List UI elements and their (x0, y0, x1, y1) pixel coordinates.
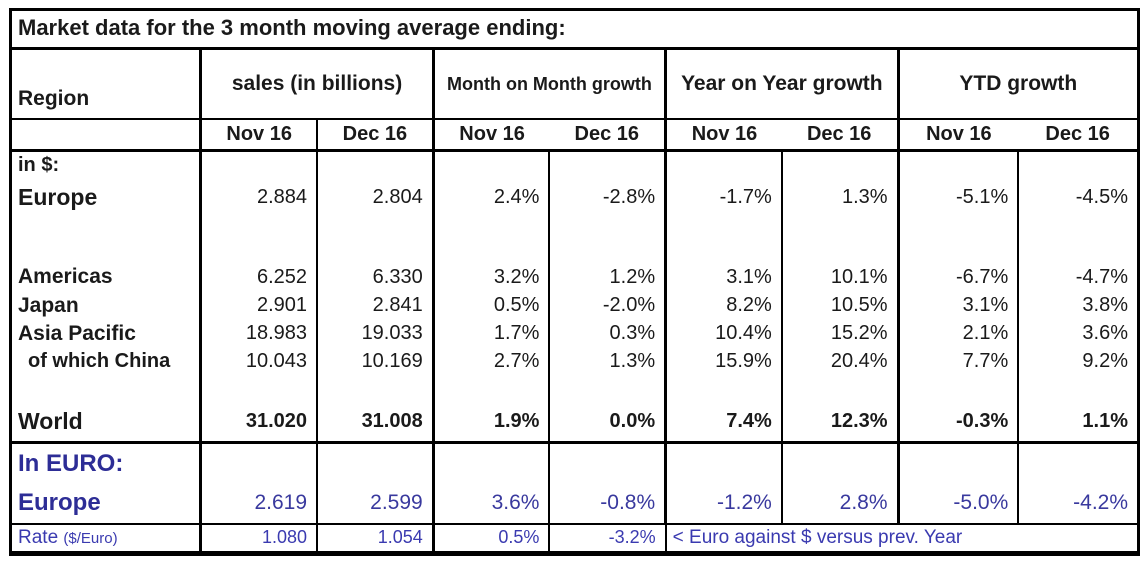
value-cell: 9.2% (1017, 347, 1139, 376)
value-cell: 10.169 (316, 347, 434, 376)
value-cell: 1.1% (1017, 401, 1139, 443)
region-label-china: of which China (28, 350, 171, 372)
value-cell: 2.4% (431, 176, 550, 219)
value-cell: -0.8% (548, 483, 666, 524)
value-cell: -5.0% (896, 483, 1019, 524)
value-cell: 31.020 (199, 401, 318, 443)
value-cell: -5.1% (896, 176, 1019, 219)
value-cell: 1.7% (431, 319, 550, 348)
value-cell: -1.7% (664, 176, 782, 219)
month-header: Dec 16 (316, 118, 434, 152)
value-cell: 2.619 (199, 483, 318, 524)
value-cell: 3.2% (431, 262, 550, 292)
value-cell: 1.3% (548, 347, 666, 376)
value-cell: -6.7% (896, 262, 1019, 292)
month-header: Nov 16 (431, 118, 550, 152)
value-cell: 15.2% (780, 319, 899, 348)
rate-label-text: Rate (18, 526, 59, 548)
value-cell: 10.043 (199, 347, 318, 376)
value-cell: -2.0% (548, 291, 666, 320)
value-cell: 6.330 (316, 262, 434, 292)
region-label-world: World (18, 407, 83, 434)
group-header-mom-growth: Month on Month growth (431, 48, 666, 120)
value-cell: 2.599 (316, 483, 434, 524)
value-cell: 3.1% (664, 262, 782, 292)
value-cell: -0.3% (896, 401, 1019, 443)
value-cell: 10.1% (780, 262, 899, 292)
rate-label: Rate ($/Euro) (10, 522, 201, 554)
rate-label-unit: ($/Euro) (63, 529, 118, 547)
value-cell: 3.6% (1017, 319, 1139, 348)
month-header: Nov 16 (664, 118, 782, 152)
value-cell: -4.7% (1017, 262, 1139, 292)
group-header-ytd-growth: YTD growth (896, 48, 1139, 120)
col-header-region: Region (10, 48, 201, 120)
month-header: Nov 16 (896, 118, 1019, 152)
value-cell: 18.983 (199, 319, 318, 348)
value-cell: 10.5% (780, 291, 899, 320)
value-cell: 15.9% (664, 347, 782, 376)
value-cell: 0.0% (548, 401, 666, 443)
value-cell: 20.4% (780, 347, 899, 376)
value-cell: 3.8% (1017, 291, 1139, 320)
value-cell: 3.6% (431, 483, 550, 524)
group-header-yoy-growth: Year on Year growth (664, 48, 899, 120)
currency-label-euro: In EURO: (10, 441, 201, 484)
value-cell: 1.9% (431, 401, 550, 443)
value-cell: 7.4% (664, 401, 782, 443)
region-label-europe: Europe (18, 184, 98, 210)
value-cell: 2.8% (780, 483, 899, 524)
value-cell: 1.3% (780, 176, 899, 219)
rate-value-cell: 1.080 (199, 522, 318, 554)
value-cell: 2.901 (199, 291, 318, 320)
month-header: Dec 16 (1018, 118, 1139, 152)
month-header: Dec 16 (549, 118, 666, 152)
value-cell: -4.2% (1017, 483, 1139, 524)
rate-value-cell: 1.054 (316, 522, 434, 554)
value-cell: 2.7% (431, 347, 550, 376)
value-cell: 10.4% (664, 319, 782, 348)
value-cell: 2.884 (199, 176, 318, 219)
value-cell: 19.033 (316, 319, 434, 348)
value-cell: 6.252 (199, 262, 318, 292)
value-cell: 2.1% (896, 319, 1019, 348)
rate-value-cell: -3.2% (548, 522, 666, 554)
month-header: Nov 16 (199, 118, 318, 152)
market-data-table-container: Market data for the 3 month moving avera… (9, 8, 1140, 556)
region-label-asia-pacific: Asia Pacific (18, 321, 136, 345)
value-cell: 2.804 (316, 176, 434, 219)
currency-label-usd: in $: (18, 153, 60, 176)
value-cell: 3.1% (896, 291, 1019, 320)
value-cell: 0.3% (548, 319, 666, 348)
value-cell: 1.2% (548, 262, 666, 292)
value-cell: 2.841 (316, 291, 434, 320)
value-cell: 7.7% (896, 347, 1019, 376)
table-title: Market data for the 3 month moving avera… (10, 9, 1139, 50)
rate-value-cell: 0.5% (431, 522, 550, 554)
month-header: Dec 16 (781, 118, 899, 152)
value-cell: -1.2% (664, 483, 782, 524)
value-cell: 8.2% (664, 291, 782, 320)
region-label-europe-euro: Europe (18, 489, 101, 516)
value-cell: 12.3% (780, 401, 899, 443)
region-label-americas: Americas (18, 265, 113, 288)
value-cell: -4.5% (1017, 176, 1139, 219)
value-cell: 31.008 (316, 401, 434, 443)
region-label-japan: Japan (18, 293, 79, 317)
market-data-table: Market data for the 3 month moving avera… (9, 8, 1140, 556)
group-header-sales: sales (in billions) (199, 48, 434, 120)
value-cell: -2.8% (548, 176, 666, 219)
value-cell: 0.5% (431, 291, 550, 320)
month-header-blank (10, 118, 201, 152)
rate-note: < Euro against $ versus prev. Year (664, 522, 1139, 554)
